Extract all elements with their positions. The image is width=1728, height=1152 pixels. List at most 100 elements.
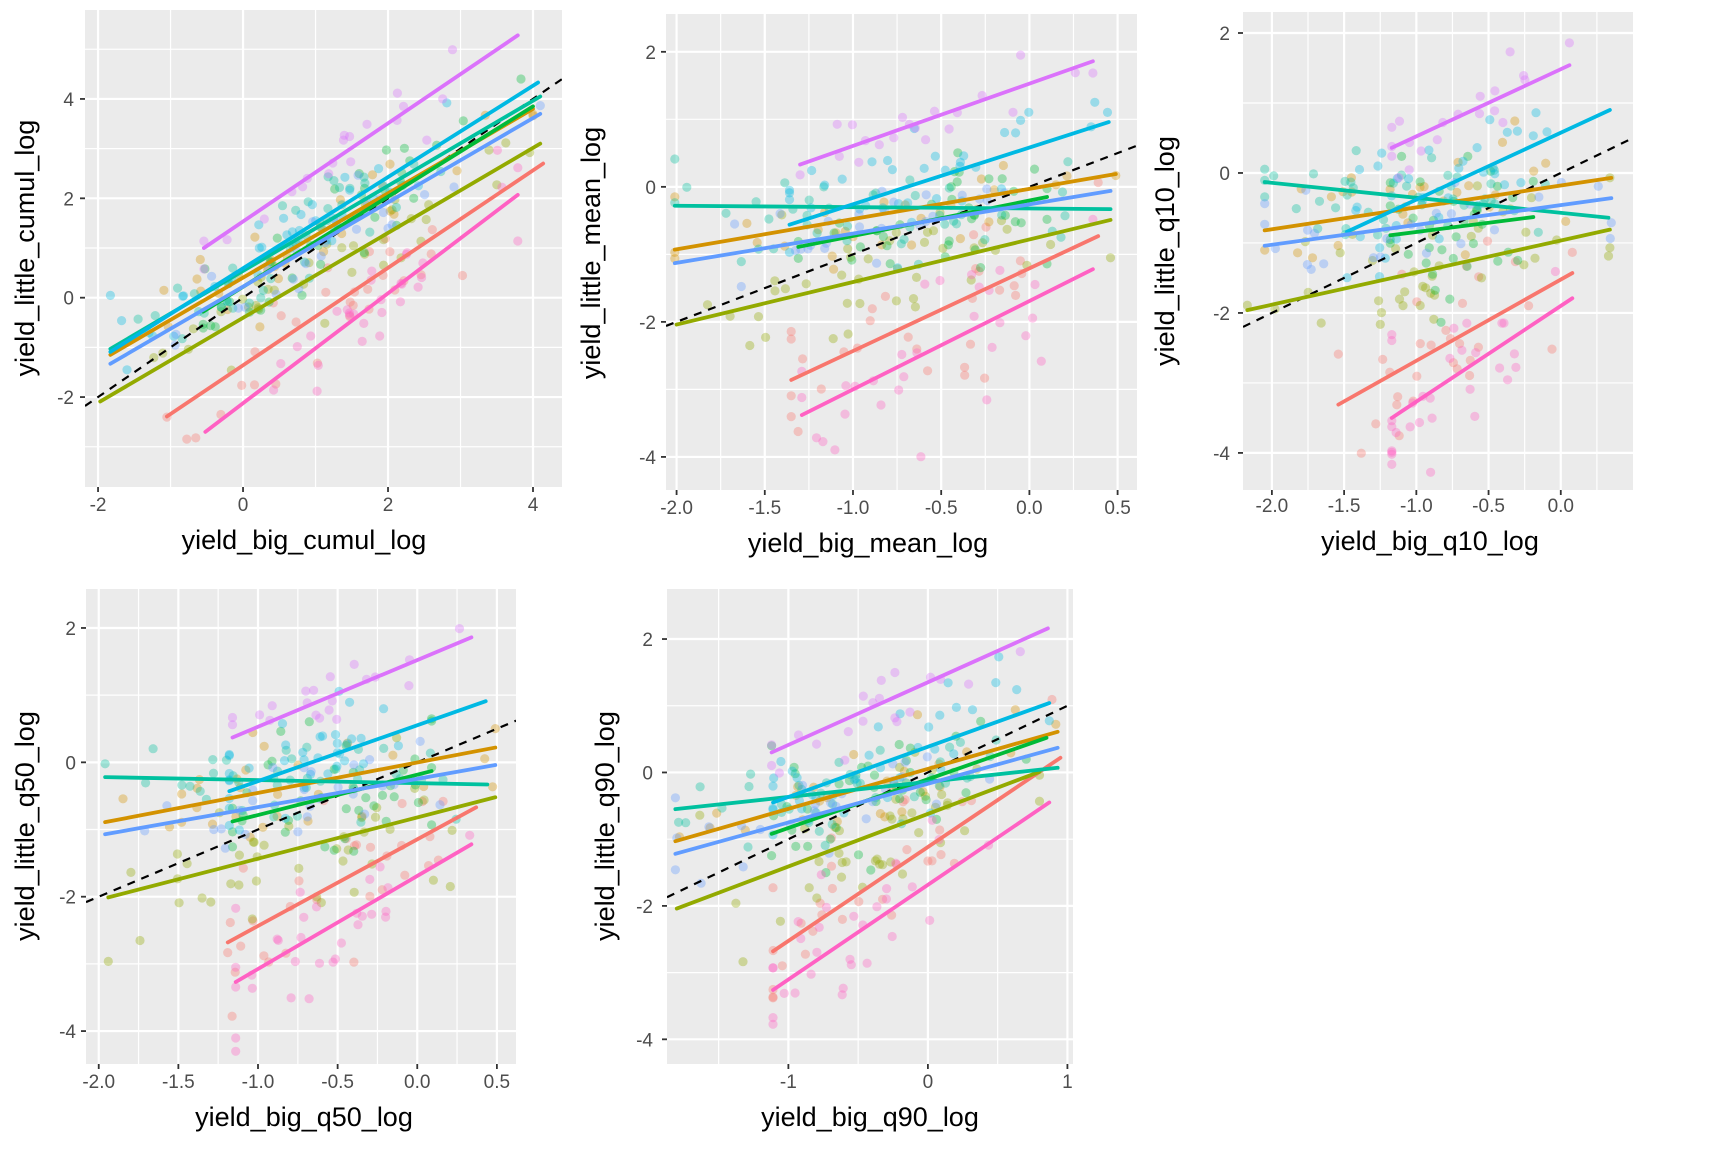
- data-point: [1307, 253, 1318, 263]
- data-point: [742, 218, 752, 228]
- panel-data: [86, 624, 516, 1056]
- data-point: [1010, 705, 1020, 715]
- data-point: [1342, 273, 1352, 283]
- data-point: [670, 865, 681, 875]
- data-point: [1412, 297, 1422, 307]
- data-point: [932, 194, 942, 204]
- data-point: [795, 170, 805, 180]
- data-point: [249, 380, 260, 390]
- data-point: [417, 796, 427, 807]
- data-point: [1030, 279, 1040, 290]
- data-point: [354, 805, 364, 816]
- data-point: [1314, 196, 1325, 206]
- data-point: [812, 893, 822, 903]
- x-tick-label: -1.0: [242, 1072, 275, 1093]
- data-point: [1468, 238, 1478, 249]
- data-point: [872, 258, 882, 268]
- data-point: [227, 712, 238, 723]
- x-tick-label: 0.0: [1548, 496, 1574, 517]
- data-point: [340, 756, 350, 766]
- data-point: [1431, 208, 1441, 218]
- y-tick-label: -4: [59, 1022, 76, 1043]
- data-point: [1380, 253, 1390, 263]
- data-point: [458, 116, 468, 126]
- data-point: [227, 827, 238, 837]
- data-point: [338, 135, 349, 145]
- data-point: [1042, 214, 1052, 224]
- data-point: [1302, 260, 1312, 270]
- data-point: [840, 755, 850, 765]
- data-point: [1021, 331, 1031, 341]
- data-point: [347, 267, 357, 277]
- data-point: [1526, 193, 1537, 203]
- data-point: [301, 259, 311, 269]
- data-point: [1331, 203, 1341, 213]
- data-point: [228, 303, 238, 313]
- data-point: [192, 783, 202, 793]
- data-point: [736, 281, 746, 292]
- data-point: [1408, 213, 1418, 223]
- data-point: [821, 902, 832, 913]
- data-point: [853, 850, 864, 860]
- data-point: [447, 825, 457, 836]
- data-point: [1462, 318, 1472, 328]
- data-point: [1308, 169, 1319, 179]
- data-point: [842, 298, 852, 308]
- data-point: [797, 392, 807, 403]
- data-point: [768, 992, 778, 1002]
- data-point: [442, 98, 452, 108]
- data-point: [1490, 106, 1500, 116]
- data-point: [324, 169, 334, 179]
- data-point: [980, 235, 990, 245]
- data-point: [1070, 68, 1080, 78]
- data-point: [370, 212, 380, 222]
- data-point: [899, 234, 909, 244]
- x-tick-label: -1.0: [837, 498, 870, 519]
- data-point: [298, 747, 308, 758]
- data-point: [1455, 339, 1465, 349]
- data-point: [197, 893, 207, 903]
- data-point: [1063, 157, 1073, 167]
- data-point: [248, 837, 258, 847]
- axes: -2.0 -1.5 -1.0 -0.5 0.0 0.5 -4 -2 0 2: [59, 619, 510, 1093]
- data-point: [159, 285, 169, 295]
- trend-line-orchid: [230, 635, 474, 740]
- trend-lines: [103, 635, 498, 984]
- data-point: [227, 842, 238, 852]
- data-point: [329, 764, 339, 775]
- data-point: [768, 803, 778, 813]
- data-point: [1012, 685, 1022, 695]
- data-point: [1044, 716, 1054, 726]
- data-point: [210, 322, 220, 332]
- data-point: [304, 258, 314, 268]
- data-point: [1475, 91, 1485, 101]
- points-orchid: [1387, 38, 1574, 183]
- data-point: [1368, 253, 1379, 263]
- data-point: [1303, 225, 1313, 235]
- data-point: [254, 243, 264, 253]
- panel2-x-axis-title: yield_big_mean_log: [748, 528, 988, 558]
- y-tick-label: -2: [59, 888, 76, 909]
- data-point: [1385, 201, 1395, 211]
- panel-background: [667, 589, 1073, 1064]
- data-point: [226, 879, 236, 889]
- data-point: [1486, 196, 1496, 206]
- data-point: [1333, 240, 1343, 251]
- points-salmon: [786, 177, 1103, 437]
- data-point: [357, 336, 367, 346]
- data-point: [984, 174, 994, 184]
- y-tick-label: 0: [65, 753, 76, 774]
- data-point: [398, 101, 409, 111]
- data-point: [267, 701, 277, 711]
- data-point: [1470, 411, 1480, 421]
- data-point: [1051, 719, 1061, 729]
- trend-line-cyan: [227, 699, 488, 794]
- data-point: [695, 782, 705, 792]
- data-point: [878, 231, 889, 242]
- data-point: [935, 275, 945, 286]
- data-point: [345, 185, 355, 195]
- data-point: [1404, 165, 1414, 175]
- data-point: [305, 769, 316, 780]
- data-point: [1429, 290, 1440, 300]
- data-point: [1502, 127, 1512, 137]
